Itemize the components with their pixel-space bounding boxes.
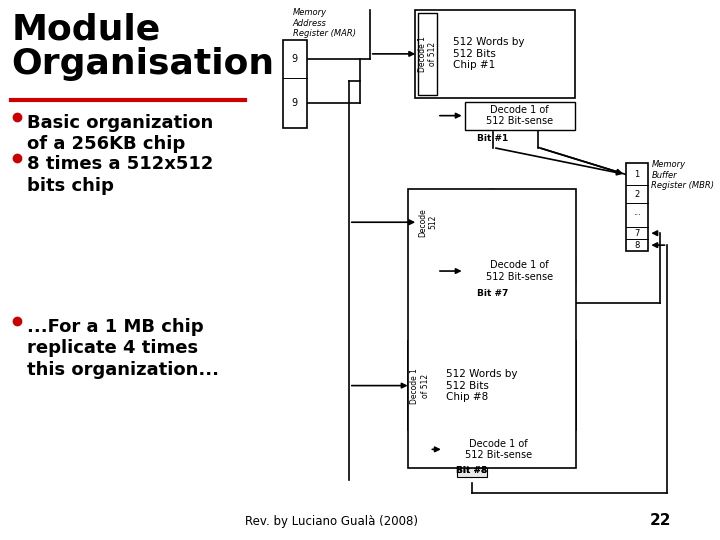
Bar bbox=[444, 435, 554, 463]
Text: Decode
512: Decode 512 bbox=[418, 208, 437, 237]
Text: Memory
Address
Register (MAR): Memory Address Register (MAR) bbox=[293, 8, 356, 38]
Text: 512 Words by
512 Bits
Chip #1: 512 Words by 512 Bits Chip #1 bbox=[453, 37, 525, 71]
Bar bbox=[418, 193, 437, 251]
Text: Decode 1
of 512: Decode 1 of 512 bbox=[418, 36, 437, 72]
Text: 8 times a 512x512
bits chip: 8 times a 512x512 bits chip bbox=[27, 156, 213, 195]
Bar bbox=[410, 344, 429, 428]
Bar bbox=[464, 257, 575, 285]
Text: Decode 1
of 512: Decode 1 of 512 bbox=[410, 368, 430, 403]
Text: Bit #7: Bit #7 bbox=[477, 289, 508, 298]
Bar bbox=[626, 164, 649, 251]
Text: Module
Organisation: Module Organisation bbox=[12, 12, 274, 82]
Text: 512 Words by
512 Bits
Chip #8: 512 Words by 512 Bits Chip #8 bbox=[446, 369, 517, 402]
Text: 1: 1 bbox=[634, 170, 639, 179]
Text: 9: 9 bbox=[292, 54, 298, 64]
Bar bbox=[464, 102, 575, 130]
Bar bbox=[408, 341, 577, 430]
Text: Decode 1 of
512 Bit-sense: Decode 1 of 512 Bit-sense bbox=[486, 105, 553, 126]
Text: Rev. by Luciano Gualà (2008): Rev. by Luciano Gualà (2008) bbox=[246, 515, 418, 528]
Text: Memory
Buffer
Register (MBR): Memory Buffer Register (MBR) bbox=[652, 160, 714, 190]
Text: 8: 8 bbox=[634, 241, 640, 249]
Bar bbox=[418, 13, 437, 94]
Bar bbox=[457, 463, 487, 477]
Text: Decode 1 of
512 Bit-sense: Decode 1 of 512 Bit-sense bbox=[486, 260, 553, 282]
Bar bbox=[415, 10, 575, 98]
Text: ···: ··· bbox=[633, 211, 641, 220]
Text: 7: 7 bbox=[634, 228, 640, 238]
Text: 9: 9 bbox=[292, 98, 298, 107]
Text: Decode 1 of
512 Bit-sense: Decode 1 of 512 Bit-sense bbox=[465, 438, 532, 460]
Text: Bit #1: Bit #1 bbox=[477, 133, 508, 143]
Text: 2: 2 bbox=[634, 190, 639, 199]
Text: ...For a 1 MB chip
replicate 4 times
this organization...: ...For a 1 MB chip replicate 4 times thi… bbox=[27, 318, 219, 379]
Bar bbox=[408, 190, 577, 468]
Text: Bit #8: Bit #8 bbox=[456, 466, 487, 475]
Text: 22: 22 bbox=[649, 513, 671, 528]
Text: Basic organization
of a 256KB chip: Basic organization of a 256KB chip bbox=[27, 113, 213, 153]
Bar bbox=[282, 40, 307, 127]
Text: Bit #8: Bit #8 bbox=[456, 466, 487, 475]
